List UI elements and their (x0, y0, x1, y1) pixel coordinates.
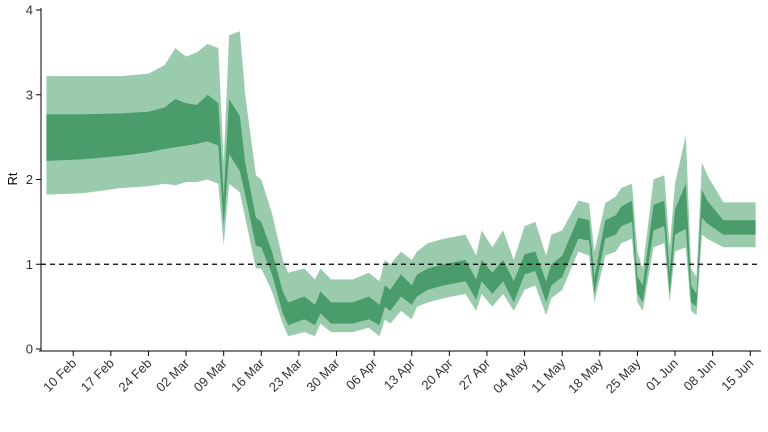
x-tick-label: 24 Feb (115, 356, 154, 395)
x-tick-label: 27 Apr (456, 355, 494, 393)
plot-area (41, 31, 761, 337)
x-tick-label: 23 Mar (266, 355, 306, 395)
y-ticks: 0 1 2 3 4 (26, 3, 41, 357)
x-tick-label: 30 Mar (303, 355, 343, 395)
x-tick-label: 20 Apr (418, 355, 456, 393)
y-tick-label: 1 (26, 257, 33, 272)
x-tick-label: 15 Jun (718, 356, 756, 394)
x-tick-label: 10 Feb (40, 356, 79, 395)
x-tick-label: 17 Feb (78, 356, 117, 395)
y-axis-title: Rt (5, 172, 20, 185)
x-tick-label: 08 Jun (681, 356, 719, 394)
x-tick-label: 09 Mar (191, 355, 231, 395)
credible-interval-50-band (46, 94, 756, 326)
y-axis: 0 1 2 3 4 Rt (5, 3, 42, 357)
x-tick-label: 13 Apr (381, 355, 419, 393)
x-tick-label: 25 May (603, 355, 644, 396)
y-tick-label: 3 (26, 87, 33, 102)
x-tick-label: 11 May (528, 355, 568, 395)
x-tick-label: 01 Jun (643, 356, 681, 394)
x-tick-label: 18 May (565, 355, 606, 396)
y-tick-label: 2 (26, 172, 33, 187)
x-tick-label: 16 Mar (228, 355, 268, 395)
x-tick-label: 06 Apr (343, 355, 381, 393)
x-tick-label: 02 Mar (153, 355, 193, 395)
x-tick-label: 04 May (490, 355, 531, 396)
y-tick-label: 0 (26, 342, 33, 357)
y-tick-label: 4 (26, 3, 33, 18)
